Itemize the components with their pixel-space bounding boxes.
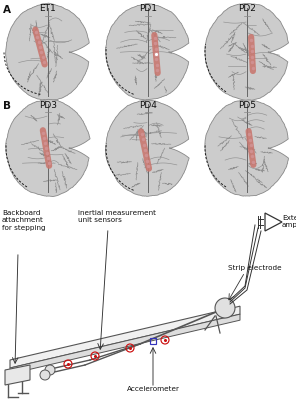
- Circle shape: [215, 298, 235, 318]
- Text: PD3: PD3: [39, 101, 57, 110]
- Bar: [150, 338, 156, 344]
- Text: PD2: PD2: [238, 4, 256, 13]
- Text: Accelerometer: Accelerometer: [126, 386, 179, 392]
- Polygon shape: [10, 306, 240, 368]
- Polygon shape: [205, 100, 289, 196]
- Polygon shape: [6, 99, 90, 196]
- Polygon shape: [205, 4, 289, 100]
- Polygon shape: [6, 3, 89, 100]
- Polygon shape: [105, 100, 189, 196]
- Text: PD1: PD1: [139, 4, 157, 13]
- Text: PD5: PD5: [238, 101, 256, 110]
- Circle shape: [40, 370, 50, 380]
- Text: Strip electrode: Strip electrode: [228, 265, 281, 271]
- Text: PD4: PD4: [139, 101, 157, 110]
- Polygon shape: [265, 213, 282, 231]
- Text: Backboard
attachment
for stepping: Backboard attachment for stepping: [2, 210, 46, 231]
- Polygon shape: [106, 4, 189, 100]
- Text: ET1: ET1: [40, 4, 56, 13]
- Text: External
amplifier: External amplifier: [282, 215, 296, 228]
- Polygon shape: [5, 365, 30, 385]
- Text: A: A: [3, 5, 11, 15]
- Text: B: B: [3, 101, 11, 111]
- Polygon shape: [10, 314, 240, 374]
- Circle shape: [45, 365, 55, 375]
- Text: inertial measurement
unit sensors: inertial measurement unit sensors: [78, 210, 156, 224]
